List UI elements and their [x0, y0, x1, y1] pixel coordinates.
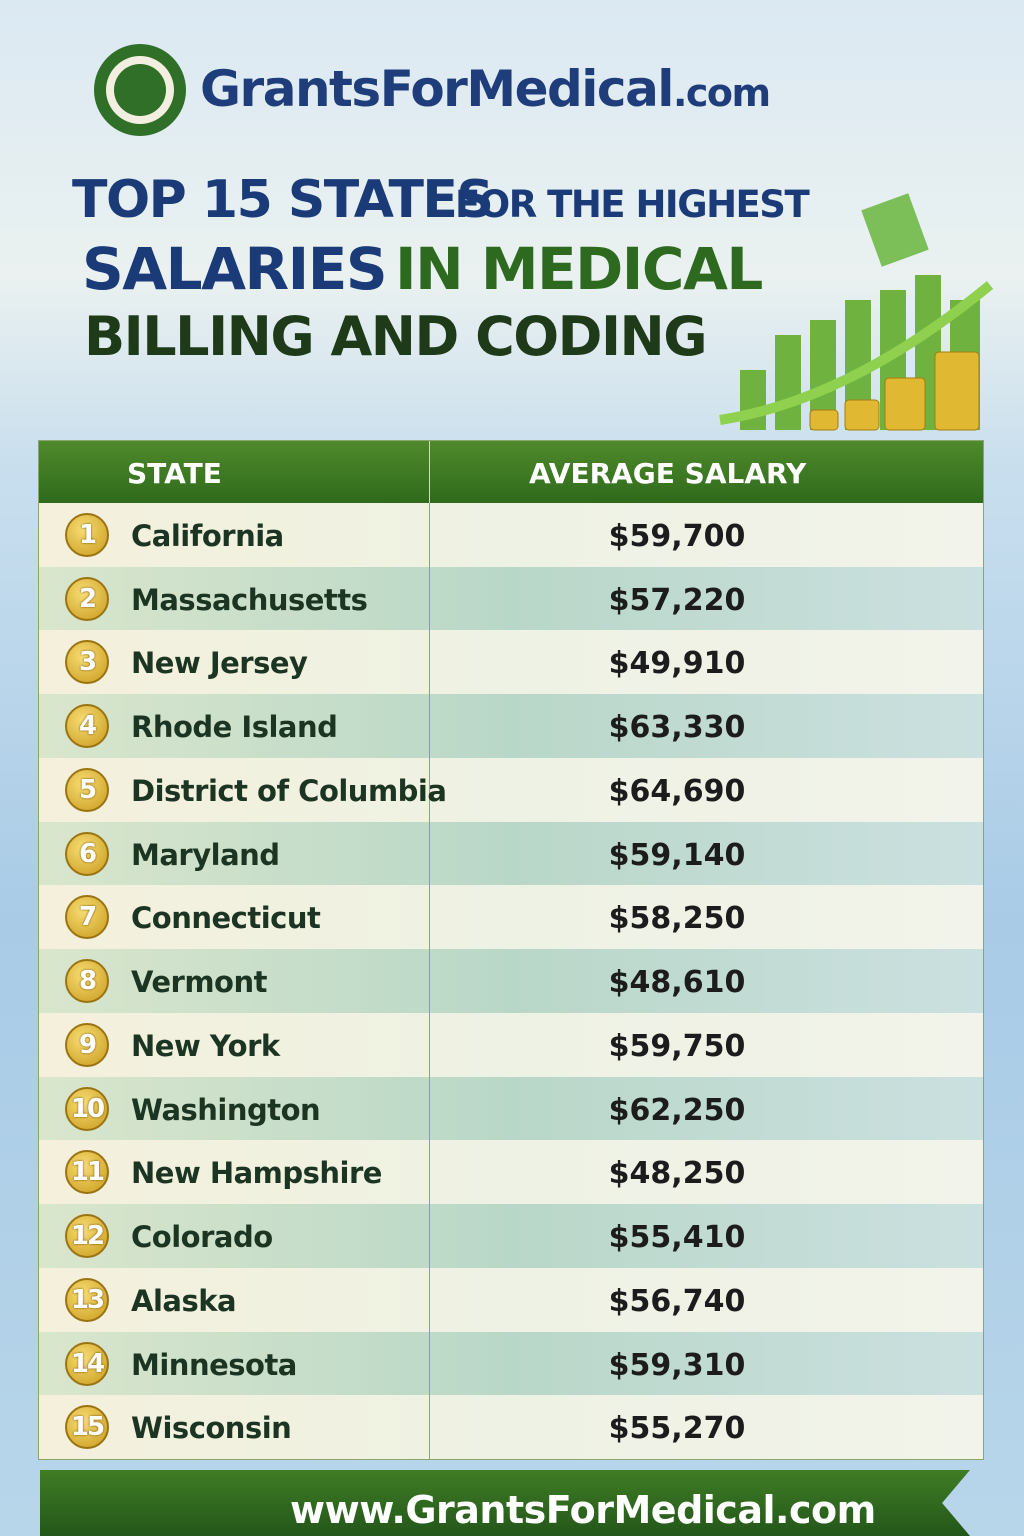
column-divider — [429, 1267, 430, 1332]
footer-url: www.GrantsForMedical.com — [290, 1488, 876, 1532]
salary-table: STATE AVERAGE SALARY 1 California $59,700 2… — [38, 440, 984, 1460]
state-name: Maryland — [131, 837, 280, 872]
column-divider — [429, 1140, 430, 1205]
table-row: 14 Minnesota $59,310 — [39, 1331, 983, 1396]
salary: $62,250 — [608, 1092, 746, 1128]
rank-badge: 4 — [65, 704, 109, 749]
rank-badge: 7 — [65, 895, 109, 940]
salary: $48,250 — [608, 1156, 746, 1192]
table-row: 1 California $59,700 — [39, 503, 983, 567]
table-row: 4 Rhode Island $63,330 — [39, 694, 983, 758]
table-row: 9 New York $59,750 — [39, 1012, 983, 1077]
state-name: Minnesota — [131, 1347, 297, 1382]
state-name: Washington — [131, 1092, 321, 1127]
salary: $49,910 — [608, 646, 746, 682]
column-divider — [429, 1076, 430, 1141]
column-divider — [429, 949, 430, 1013]
rank-badge: 6 — [65, 831, 109, 876]
state-name: Wisconsin — [131, 1411, 292, 1446]
flying-money — [861, 193, 929, 267]
rank-badge: 12 — [65, 1214, 109, 1259]
brand-suffix: .com — [672, 71, 771, 115]
state-name: New Jersey — [131, 646, 308, 681]
table-header: STATE AVERAGE SALARY — [39, 441, 983, 503]
rank-badge: 10 — [65, 1086, 109, 1131]
column-divider — [429, 1395, 430, 1459]
state-name: Connecticut — [131, 901, 321, 936]
title-line: TOP 15 STATES — [72, 170, 494, 230]
rank-badge: 11 — [65, 1150, 109, 1195]
table-row: 13 Alaska $56,740 — [39, 1267, 983, 1332]
rank-badge: 13 — [65, 1277, 109, 1322]
arrow — [719, 281, 994, 425]
rank-badge: 3 — [65, 640, 109, 685]
salary: $63,330 — [608, 710, 746, 746]
table-row: 3 New Jersey $49,910 — [39, 630, 983, 695]
rank-badge: 14 — [65, 1341, 109, 1386]
title-line: SALARIES — [82, 235, 388, 303]
footer-banner — [40, 1470, 970, 1536]
column-divider — [429, 1331, 430, 1396]
state-name: Colorado — [131, 1220, 273, 1255]
column-divider — [429, 821, 430, 886]
column-divider — [429, 630, 430, 695]
salary: $57,220 — [608, 582, 746, 618]
state-name: California — [131, 519, 284, 553]
rank-badge: 2 — [65, 576, 109, 621]
salary: $55,410 — [608, 1220, 746, 1256]
table-row: 5 District of Columbia $64,690 — [39, 757, 983, 822]
rank-badge: 1 — [65, 513, 109, 557]
salary: $59,310 — [608, 1347, 746, 1383]
state-name: Alaska — [131, 1283, 237, 1318]
title-line: IN MEDICAL — [395, 235, 763, 303]
title-line: FOR THE HIGHEST — [455, 183, 810, 226]
column-header: AVERAGE SALARY — [529, 457, 807, 490]
salary: $59,700 — [608, 519, 746, 554]
coins — [809, 351, 980, 431]
column-divider — [429, 1204, 430, 1268]
table-row: 2 Massachusetts $57,220 — [39, 566, 983, 631]
rank-badge: 15 — [65, 1405, 109, 1450]
salary: $48,610 — [608, 965, 746, 1001]
state-name: Massachusetts — [131, 582, 368, 617]
state-name: New York — [131, 1028, 280, 1063]
column-divider — [429, 694, 430, 758]
logo-text: GrantsForMedical.com — [200, 60, 771, 118]
table-row: 12 Colorado $55,410 — [39, 1204, 983, 1268]
state-name: Vermont — [131, 965, 267, 1000]
column-divider — [429, 885, 430, 950]
state-name: District of Columbia — [131, 773, 447, 808]
table-row: 11 New Hampshire $48,250 — [39, 1140, 983, 1205]
rank-badge: 5 — [65, 767, 109, 812]
table-row: 7 Connecticut $58,250 — [39, 885, 983, 950]
column-divider — [429, 1012, 430, 1077]
column-divider — [429, 566, 430, 631]
table-row: 6 Maryland $59,140 — [39, 821, 983, 886]
state-name: New Hampshire — [131, 1156, 382, 1191]
state-name: Rhode Island — [131, 710, 338, 745]
table-row: 15 Wisconsin $55,270 — [39, 1395, 983, 1459]
salary: $56,740 — [608, 1283, 746, 1319]
column-divider — [429, 441, 430, 503]
salary: $58,250 — [608, 901, 746, 937]
rank-badge: 9 — [65, 1022, 109, 1067]
rank-badge: 8 — [65, 959, 109, 1004]
brand: GrantsForMedical — [200, 60, 674, 118]
salary: $55,270 — [608, 1411, 746, 1447]
column-divider — [429, 757, 430, 822]
logo-core — [114, 64, 166, 116]
table-row: 10 Washington $62,250 — [39, 1076, 983, 1141]
salary: $64,690 — [608, 773, 746, 809]
salary: $59,140 — [608, 837, 746, 873]
column-divider — [429, 503, 430, 567]
column-header: STATE — [127, 457, 222, 490]
title-line: BILLING AND CODING — [84, 305, 708, 368]
table-row: 8 Vermont $48,610 — [39, 949, 983, 1013]
salary: $59,750 — [608, 1028, 746, 1064]
